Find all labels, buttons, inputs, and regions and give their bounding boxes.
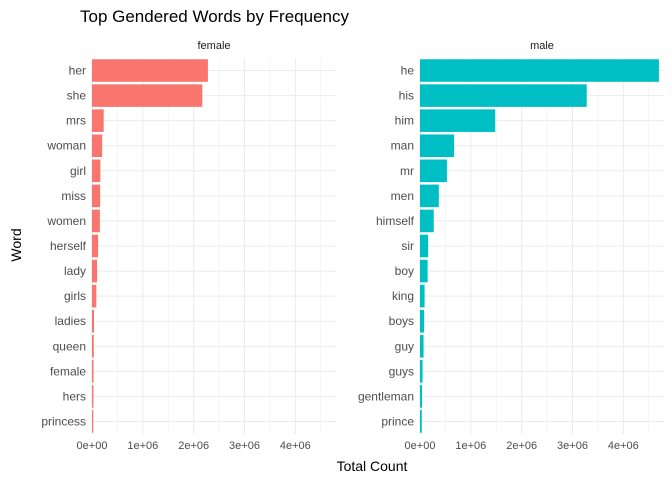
category-tick-label: mrs — [66, 114, 86, 128]
bar-male-him — [420, 109, 496, 132]
chart-title: Top Gendered Words by Frequency — [80, 7, 349, 26]
bar-female-she — [92, 84, 203, 107]
x-tick-label: 4e+06 — [608, 440, 639, 452]
bar-female-women — [92, 209, 100, 233]
bar-male-guy — [420, 334, 424, 358]
category-tick-label: hers — [63, 389, 86, 403]
bar-female-woman — [92, 134, 103, 158]
category-tick-label: she — [67, 89, 87, 103]
bar-female-her — [92, 59, 208, 82]
bar-female-girl — [92, 159, 101, 183]
x-tick-label: 3e+06 — [229, 440, 260, 452]
category-tick-label: guy — [395, 339, 414, 353]
x-tick-label: 3e+06 — [557, 440, 588, 452]
category-tick-label: himself — [376, 214, 415, 228]
category-tick-label: he — [401, 64, 415, 78]
bar-male-himself — [420, 209, 434, 233]
bar-female-girls — [92, 284, 97, 308]
facet-panels: femalehershemrswomangirlmisswomenherself… — [41, 40, 664, 452]
category-tick-label: mr — [400, 164, 414, 178]
bar-male-prince — [420, 410, 422, 433]
category-tick-label: guys — [389, 364, 414, 378]
category-tick-label: his — [399, 89, 414, 103]
category-tick-label: sir — [401, 239, 414, 253]
x-tick-label: 0e+00 — [77, 440, 108, 452]
category-tick-label: her — [69, 64, 86, 78]
x-tick-label: 1e+06 — [127, 440, 158, 452]
facet-panel-male: male he his him man mr men himself sir boy king boy… — [358, 40, 664, 452]
bar-female-queen — [92, 334, 94, 358]
bar-male-guys — [420, 360, 423, 383]
x-axis-label: Total Count — [337, 458, 408, 474]
category-tick-label: king — [392, 289, 414, 303]
y-axis-label: Word — [8, 228, 24, 261]
x-tick-label: 0e+00 — [405, 440, 436, 452]
facet-strip-label: female — [197, 40, 230, 52]
category-tick-label: him — [395, 114, 414, 128]
category-tick-label: ladies — [55, 314, 86, 328]
category-tick-label: female — [50, 364, 86, 378]
category-tick-label: girls — [64, 289, 86, 303]
category-tick-label: prince — [381, 414, 414, 428]
category-tick-label: man — [391, 139, 414, 153]
bar-male-sir — [420, 234, 429, 258]
bar-male-gentleman — [420, 385, 423, 408]
category-tick-label: women — [46, 214, 86, 228]
bar-female-ladies — [92, 309, 95, 333]
facet-strip-label: male — [530, 40, 554, 52]
category-tick-label: herself — [50, 239, 87, 253]
x-tick-label: 2e+06 — [178, 440, 209, 452]
facet-panel-female: female her she mrs woman girl miss women herself… — [41, 40, 336, 452]
bar-male-king — [420, 284, 425, 308]
category-tick-label: miss — [61, 189, 86, 203]
category-tick-label: boys — [389, 314, 414, 328]
category-tick-label: lady — [64, 264, 86, 278]
bar-female-hers — [92, 385, 94, 408]
bar-male-mr — [420, 159, 447, 183]
bar-male-men — [420, 184, 439, 208]
bar-male-boys — [420, 309, 425, 333]
bar-female-female — [92, 360, 94, 383]
x-tick-label: 1e+06 — [455, 440, 486, 452]
bar-female-herself — [92, 234, 99, 258]
category-tick-label: princess — [41, 414, 86, 428]
bar-female-lady — [92, 259, 98, 283]
category-tick-label: men — [391, 189, 414, 203]
category-tick-label: boy — [395, 264, 414, 278]
x-tick-label: 2e+06 — [506, 440, 537, 452]
bar-female-princess — [92, 410, 94, 433]
bar-male-man — [420, 134, 455, 158]
bar-male-his — [420, 84, 587, 107]
bar-male-boy — [420, 259, 428, 283]
bar-female-miss — [92, 184, 101, 208]
bar-male-he — [420, 59, 659, 82]
bar-female-mrs — [92, 109, 104, 132]
category-tick-label: gentleman — [358, 389, 414, 403]
category-tick-label: queen — [53, 339, 86, 353]
category-tick-label: girl — [70, 164, 86, 178]
x-tick-label: 4e+06 — [280, 440, 311, 452]
category-tick-label: woman — [46, 139, 86, 153]
